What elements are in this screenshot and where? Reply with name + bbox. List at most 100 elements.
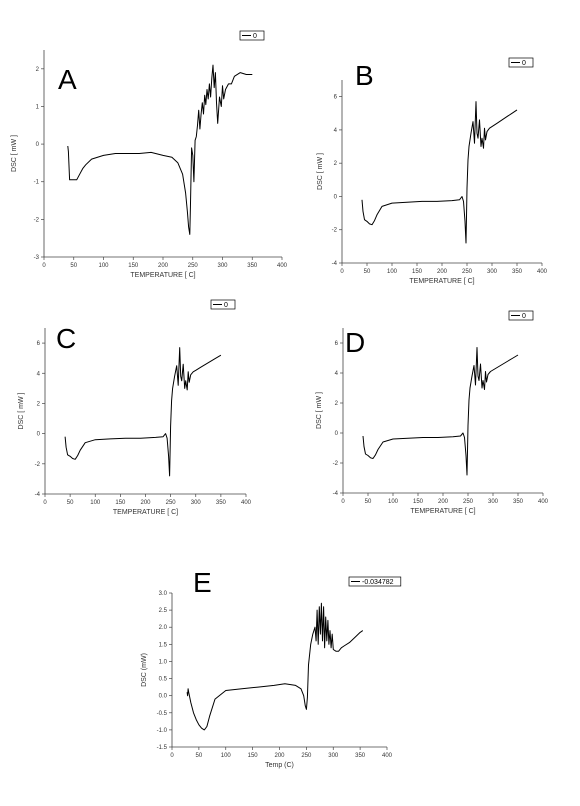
- y-tick-label: 2: [37, 401, 41, 407]
- x-tick-label: 200: [437, 269, 448, 275]
- y-tick-label: -2: [34, 217, 40, 223]
- y-tick-label: 0: [335, 431, 339, 437]
- x-tick-label: 150: [412, 269, 423, 275]
- x-tick-label: 400: [537, 269, 548, 275]
- x-tick-label: 50: [365, 499, 372, 505]
- x-tick-label: 200: [274, 753, 285, 759]
- x-tick-label: 250: [166, 500, 177, 506]
- y-axis-label: DSC (mW): [141, 653, 148, 687]
- y-tick-label: 4: [334, 128, 338, 134]
- x-tick-label: 100: [388, 499, 399, 505]
- y-tick-label: 2: [335, 401, 339, 407]
- x-tick-label: 0: [43, 500, 47, 506]
- y-tick-label: -0.5: [157, 711, 168, 717]
- x-tick-label: 50: [196, 753, 203, 759]
- y-tick-label: -2: [333, 461, 339, 467]
- y-tick-label: 6: [334, 95, 338, 101]
- chart-panel-a: 0 50 100 150 200 250 300 350 400 -3 -2 -1 0 1 2 TEMPERA…: [11, 30, 288, 279]
- y-tick-label: 1.5: [159, 642, 168, 648]
- legend-label: 0: [522, 313, 526, 320]
- x-tick-label: 350: [513, 499, 524, 505]
- y-tick-label: 2: [334, 161, 338, 167]
- y-tick-label: 4: [37, 371, 41, 377]
- x-tick-label: 350: [355, 753, 366, 759]
- series-line: [67, 64, 253, 235]
- x-tick-label: 300: [488, 499, 499, 505]
- x-tick-label: 300: [328, 753, 339, 759]
- y-tick-label: 6: [335, 341, 339, 347]
- x-tick-label: 350: [512, 269, 523, 275]
- panel-label: A: [58, 64, 77, 95]
- y-tick-label: 2.0: [159, 625, 168, 631]
- legend-box: [210, 299, 236, 310]
- chart-panel-e: 0 50 100 150 200 250 300 350 400 -1.5 -1.0 -0.5 0.0 0…: [141, 567, 402, 769]
- x-tick-label: 0: [340, 269, 344, 275]
- legend-box: [508, 310, 534, 321]
- y-tick-label: 1: [36, 104, 40, 110]
- y-tick-label: -4: [332, 261, 338, 267]
- x-axis-label: TEMPERATURE [ C]: [113, 509, 178, 516]
- x-tick-label: 100: [221, 753, 232, 759]
- y-axis-label: DSC [ mW ]: [316, 392, 323, 429]
- x-tick-label: 100: [90, 500, 101, 506]
- panel-label: E: [193, 567, 212, 598]
- y-tick-label: 3.0: [159, 591, 168, 597]
- x-tick-label: 150: [248, 753, 259, 759]
- legend-box: [348, 576, 402, 587]
- y-axis-label: DSC [ mW ]: [18, 392, 25, 429]
- y-tick-label: -2: [35, 462, 41, 468]
- legend-label: 0: [253, 33, 257, 40]
- chart-panel-b: 0 50 100 150 200 250 300 350 400 -4 -2 0 2 4 6 TEMPERAT…: [317, 57, 548, 285]
- x-tick-label: 200: [140, 500, 151, 506]
- x-axis-label: TEMPERATURE [ C]: [409, 278, 474, 285]
- x-axis-label: Temp (C): [265, 762, 294, 769]
- x-tick-label: 50: [70, 263, 77, 269]
- legend-label: 0: [522, 60, 526, 67]
- series-line: [361, 101, 518, 244]
- x-tick-label: 150: [413, 499, 424, 505]
- legend-box: [508, 57, 534, 68]
- x-axis-label: TEMPERATURE [ C]: [410, 508, 475, 515]
- x-tick-label: 50: [364, 269, 371, 275]
- y-axis-label: DSC [ mW ]: [317, 153, 324, 190]
- x-tick-label: 400: [277, 263, 288, 269]
- x-tick-label: 400: [241, 500, 252, 506]
- series-line: [186, 602, 364, 731]
- y-tick-label: -1.5: [157, 745, 168, 751]
- y-tick-label: 2: [36, 67, 40, 73]
- y-tick-label: -4: [35, 492, 41, 498]
- x-tick-label: 250: [188, 263, 199, 269]
- x-tick-label: 350: [216, 500, 227, 506]
- x-tick-label: 400: [382, 753, 393, 759]
- x-tick-label: 0: [42, 263, 46, 269]
- y-tick-label: 0: [37, 432, 41, 438]
- series-line: [362, 347, 519, 476]
- y-tick-label: -1: [34, 180, 40, 186]
- x-tick-label: 0: [341, 499, 345, 505]
- x-tick-label: 350: [247, 263, 258, 269]
- x-tick-label: 400: [538, 499, 549, 505]
- y-tick-label: -1.0: [157, 728, 168, 734]
- x-tick-label: 100: [98, 263, 109, 269]
- series-line: [64, 347, 222, 477]
- x-tick-label: 200: [438, 499, 449, 505]
- y-tick-label: 6: [37, 341, 41, 347]
- x-tick-label: 150: [128, 263, 139, 269]
- x-tick-label: 100: [387, 269, 398, 275]
- y-tick-label: -2: [332, 228, 338, 234]
- x-tick-label: 250: [462, 269, 473, 275]
- panel-label: D: [345, 327, 365, 358]
- panel-label: C: [56, 323, 76, 354]
- x-tick-label: 300: [487, 269, 498, 275]
- y-tick-label: 0.0: [159, 694, 168, 700]
- legend-label: 0: [224, 302, 228, 309]
- y-axis-label: DSC [ mW ]: [11, 135, 18, 172]
- y-tick-label: -4: [333, 491, 339, 497]
- x-tick-label: 300: [217, 263, 228, 269]
- y-tick-label: 0: [36, 142, 40, 148]
- x-tick-label: 50: [67, 500, 74, 506]
- y-tick-label: 4: [335, 371, 339, 377]
- legend-label: -0.034782: [362, 579, 394, 586]
- y-tick-label: -3: [34, 255, 40, 261]
